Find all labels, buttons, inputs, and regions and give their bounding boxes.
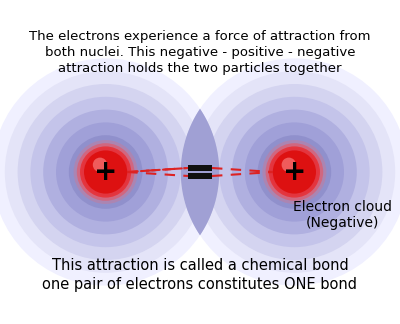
Circle shape (194, 71, 395, 273)
Circle shape (69, 135, 142, 209)
Polygon shape (181, 109, 219, 235)
Circle shape (219, 97, 370, 247)
Circle shape (84, 150, 127, 194)
Circle shape (80, 146, 131, 198)
Circle shape (206, 84, 382, 260)
Circle shape (282, 157, 296, 172)
Polygon shape (194, 139, 206, 205)
Circle shape (269, 146, 320, 198)
Circle shape (245, 122, 344, 222)
Circle shape (273, 150, 316, 194)
Bar (188, 173, 212, 179)
Circle shape (93, 157, 107, 172)
Circle shape (56, 122, 155, 222)
Circle shape (0, 58, 219, 285)
Bar (188, 165, 212, 171)
Circle shape (18, 84, 194, 260)
Circle shape (30, 97, 181, 247)
Circle shape (270, 148, 318, 196)
Circle shape (258, 135, 331, 209)
Circle shape (232, 110, 357, 234)
Circle shape (43, 110, 168, 234)
Circle shape (181, 58, 400, 285)
Circle shape (77, 143, 134, 201)
Text: +: + (94, 158, 117, 186)
Circle shape (74, 140, 138, 204)
Circle shape (82, 148, 130, 196)
Circle shape (262, 140, 326, 204)
Text: Electron cloud
(Negative): Electron cloud (Negative) (293, 200, 392, 230)
Text: +: + (283, 158, 306, 186)
Text: The electrons experience a force of attraction from
both nuclei. This negative -: The electrons experience a force of attr… (29, 29, 371, 75)
Polygon shape (181, 109, 219, 235)
Circle shape (266, 143, 323, 201)
Circle shape (5, 71, 206, 273)
Text: This attraction is called a chemical bond
one pair of electrons constitutes ONE : This attraction is called a chemical bon… (42, 259, 358, 292)
